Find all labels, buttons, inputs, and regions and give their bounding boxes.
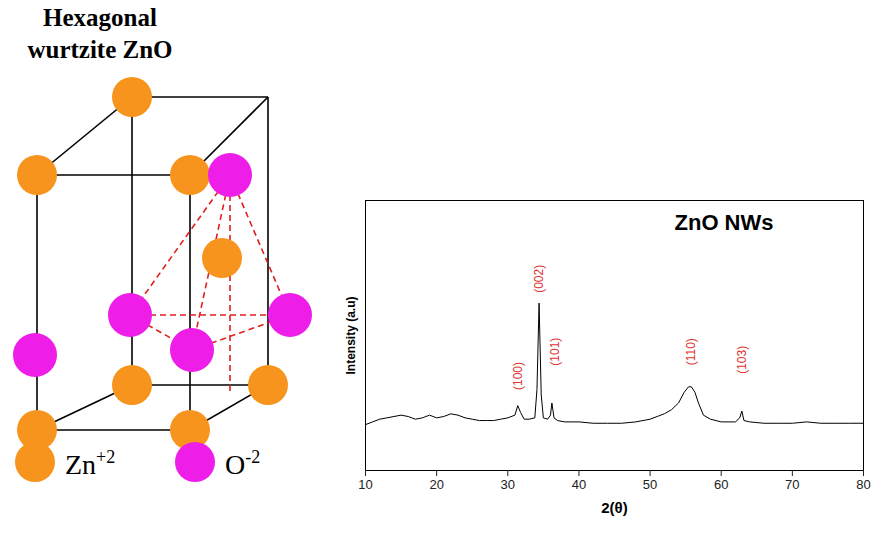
svg-text:(110): (110): [684, 338, 698, 365]
svg-text:(103): (103): [735, 346, 749, 374]
svg-text:(101): (101): [548, 338, 562, 366]
svg-text:Intensity (a.u): Intensity (a.u): [344, 296, 358, 374]
svg-text:10: 10: [358, 477, 372, 492]
svg-text:(100): (100): [511, 362, 525, 390]
svg-text:50: 50: [643, 477, 657, 492]
svg-text:80: 80: [856, 477, 870, 492]
svg-text:70: 70: [785, 477, 799, 492]
svg-text:30: 30: [501, 477, 515, 492]
svg-text:2(θ): 2(θ): [601, 499, 627, 516]
svg-text:Zn+2: Zn+2: [65, 447, 115, 480]
svg-text:ZnO NWs: ZnO NWs: [675, 210, 774, 235]
svg-text:Hexagonal: Hexagonal: [43, 4, 157, 31]
svg-text:O-2: O-2: [225, 447, 260, 480]
svg-text:40: 40: [572, 477, 586, 492]
svg-text:wurtzite ZnO: wurtzite ZnO: [27, 36, 172, 63]
svg-text:60: 60: [714, 477, 728, 492]
svg-text:(002): (002): [532, 265, 546, 293]
svg-text:20: 20: [429, 477, 443, 492]
